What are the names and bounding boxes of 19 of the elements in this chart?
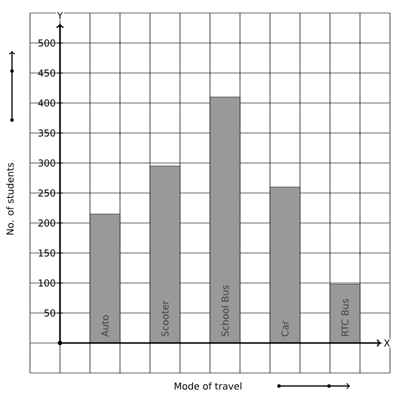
y-tick-label: 200 — [38, 219, 56, 227]
y-tick-label: 400 — [38, 99, 56, 107]
y-tick-label: 350 — [38, 129, 56, 137]
y-tick-label: 150 — [38, 249, 56, 257]
y-tick-label: 100 — [38, 279, 56, 287]
annotation: X — [384, 340, 390, 346]
y-tick-label: 500 — [38, 39, 56, 47]
y-tick-label: 300 — [38, 159, 56, 167]
y-tick-label: 450 — [38, 69, 56, 77]
x-tick-label: Scooter — [161, 300, 169, 336]
y-tick-label: 50 — [44, 309, 56, 317]
x-tick-label: RTC Bus — [341, 299, 349, 336]
annotation: Y — [57, 12, 63, 19]
y-axis-title: No. of students — [6, 162, 14, 235]
x-tick-label: Car — [281, 320, 289, 336]
x-axis-title: Mode of travel — [174, 382, 242, 390]
x-tick-label: School Bus — [221, 285, 229, 336]
y-tick-label: 250 — [38, 189, 56, 197]
x-tick-label: Auto — [101, 315, 109, 337]
